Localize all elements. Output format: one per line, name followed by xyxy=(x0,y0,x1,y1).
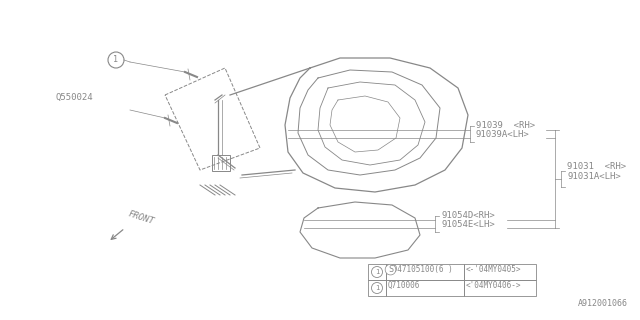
Text: A912001066: A912001066 xyxy=(578,299,628,308)
Bar xyxy=(212,155,230,171)
Text: Q550024: Q550024 xyxy=(55,93,93,102)
Text: 1: 1 xyxy=(113,55,118,65)
Bar xyxy=(386,264,464,280)
Text: S: S xyxy=(388,265,393,274)
Text: 91054E<LH>: 91054E<LH> xyxy=(441,220,495,229)
Text: 91039  <RH>: 91039 <RH> xyxy=(476,121,535,130)
Text: 91031  <RH>: 91031 <RH> xyxy=(567,162,626,171)
Bar xyxy=(368,280,386,296)
Text: 91054D<RH>: 91054D<RH> xyxy=(441,211,495,220)
Bar xyxy=(386,280,464,296)
Text: <'04MY0406->: <'04MY0406-> xyxy=(466,281,522,290)
Bar xyxy=(464,264,536,280)
Bar xyxy=(464,280,536,296)
Text: S047105100(6 ): S047105100(6 ) xyxy=(388,265,452,274)
Text: <-'04MY0405>: <-'04MY0405> xyxy=(466,265,522,274)
Text: 1: 1 xyxy=(375,285,379,291)
Text: 91039A<LH>: 91039A<LH> xyxy=(476,130,530,139)
Text: FRONT: FRONT xyxy=(127,209,156,226)
Text: 91031A<LH>: 91031A<LH> xyxy=(567,172,621,181)
Bar xyxy=(368,264,386,280)
Text: 1: 1 xyxy=(375,269,379,275)
Text: Q710006: Q710006 xyxy=(388,281,420,290)
